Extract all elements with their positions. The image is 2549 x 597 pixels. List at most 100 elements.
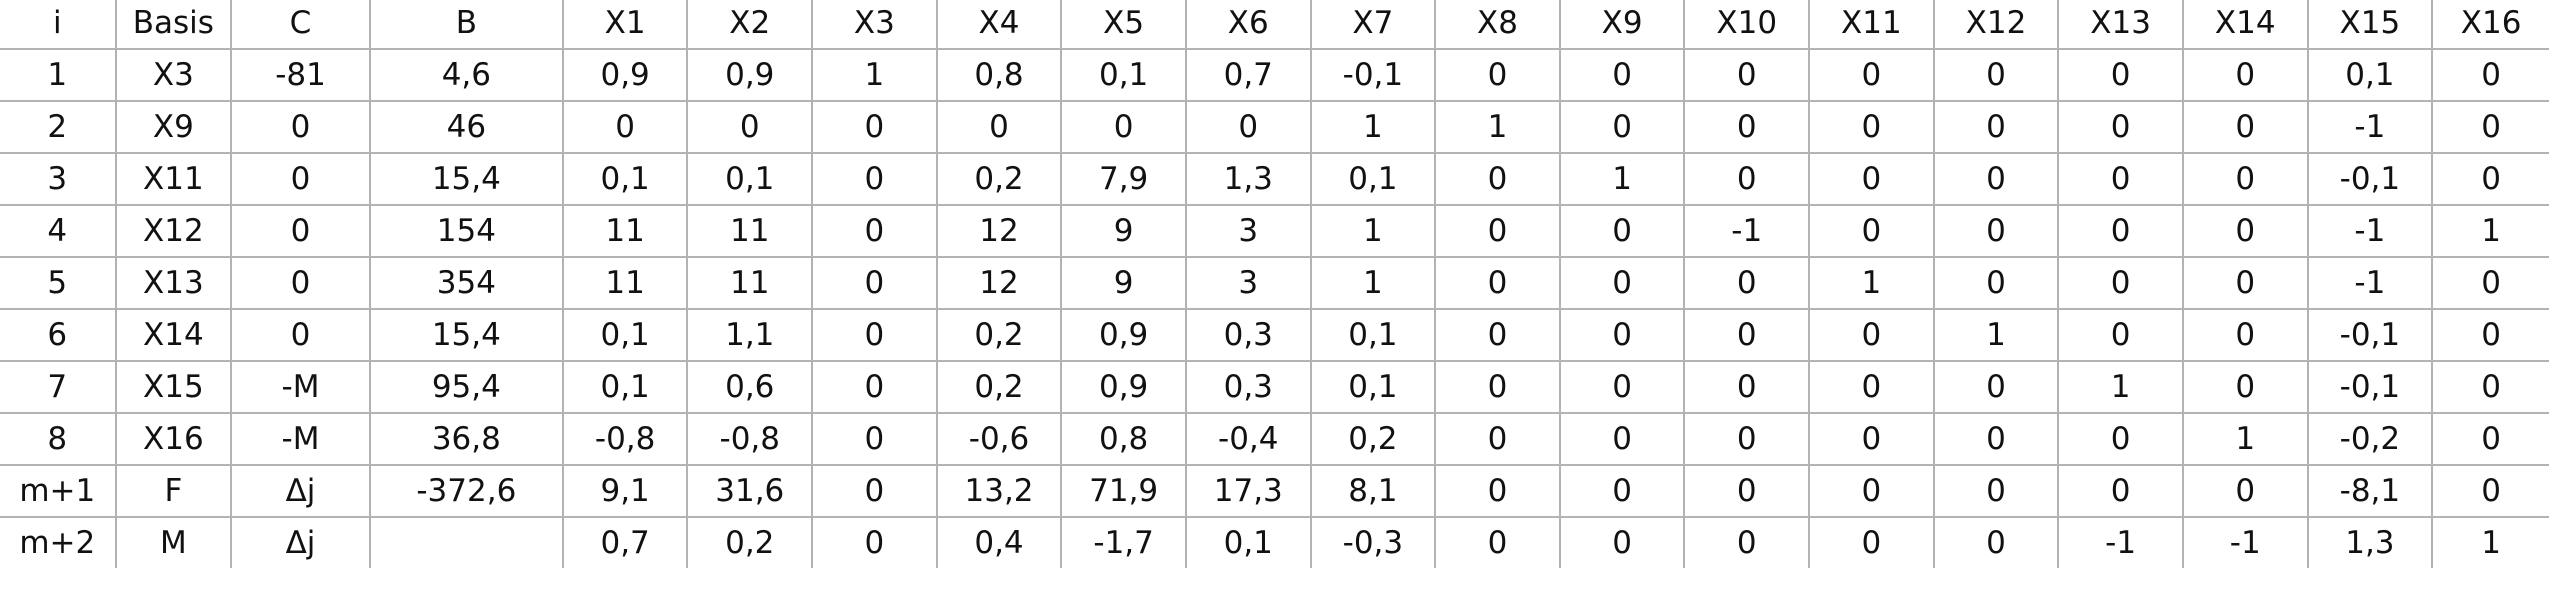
table-cell: 4,6	[368, 48, 564, 102]
table-cell: X14	[114, 308, 233, 362]
table-cell: 0	[1808, 100, 1935, 154]
table-cell: 0	[2057, 464, 2184, 518]
table-cell: 0,1	[1060, 48, 1187, 102]
table-cell: 1	[1558, 152, 1686, 206]
table-cell: 0	[935, 100, 1063, 154]
table-cell: -0,3	[1309, 516, 1437, 568]
table-cell: 0	[811, 464, 938, 518]
table-cell: 0,3	[1184, 308, 1312, 362]
table-cell: 0	[1932, 48, 2060, 102]
table-cell: 0	[1932, 204, 2060, 258]
table-cell: 0	[811, 412, 938, 466]
table-row: 1 X3 -81 4,6 0,9 0,9 1 0,8 0,1 0,7 -0,1 0 0 0 0 0 0 0 0,1 0	[0, 48, 2549, 102]
table-cell: 15,4	[368, 152, 564, 206]
table-cell: 36,8	[368, 412, 564, 466]
table-cell: 0	[2181, 308, 2309, 362]
table-cell: 0,1	[1184, 516, 1312, 568]
table-cell: 0,3	[1184, 360, 1312, 414]
column-header: X6	[1184, 0, 1312, 50]
table-cell: -M	[230, 412, 371, 466]
table-cell: 0	[1683, 152, 1811, 206]
table-cell: 0	[1558, 204, 1686, 258]
table-cell: 12	[935, 256, 1063, 310]
table-cell: 0	[2431, 152, 2549, 206]
column-header: X4	[935, 0, 1063, 50]
table-cell: 0	[1683, 48, 1811, 102]
table-cell: 0	[2181, 152, 2309, 206]
table-cell: -1	[2306, 204, 2434, 258]
table-row: 5 X13 0 354 11 11 0 12 9 3 1 0 0 0 1 0 0 0 -1 0	[0, 256, 2549, 310]
table-cell: 0,1	[561, 152, 689, 206]
table-cell: m+1	[0, 464, 117, 518]
table-cell: 0	[2057, 204, 2184, 258]
table-row: 7 X15 -M 95,4 0,1 0,6 0 0,2 0,9 0,3 0,1 0 0 0 0 0 1 0 -0,1…	[0, 360, 2549, 414]
table-cell: X9	[114, 100, 233, 154]
table-cell: 17,3	[1184, 464, 1312, 518]
table-cell: 0	[1558, 360, 1686, 414]
table-cell: 0	[1558, 308, 1686, 362]
table-row: 4 X12 0 154 11 11 0 12 9 3 1 0 0 -1 0 0 0 0 -1 1	[0, 204, 2549, 258]
table-cell: 0	[2057, 308, 2184, 362]
table-cell: 46	[368, 100, 564, 154]
table-cell: 1	[811, 48, 938, 102]
table-cell: 1,3	[1184, 152, 1312, 206]
table-cell: -M	[230, 360, 371, 414]
table-cell: 0	[1808, 412, 1935, 466]
column-header: B	[368, 0, 564, 50]
table-cell: 0	[2431, 308, 2549, 362]
table-cell: -1,7	[1060, 516, 1187, 568]
table-cell: 0	[1558, 256, 1686, 310]
table-body: i Basis C B X1 X2 X3 X4 X5 X6 X7 X8 X9 X10 X11 X12 X13 X1…	[0, 0, 2549, 568]
table-cell: 0	[1808, 204, 1935, 258]
table-cell: 0	[1558, 412, 1686, 466]
table-cell: 1	[2431, 204, 2549, 258]
table-cell: -0,1	[2306, 360, 2434, 414]
table-cell: 0	[1434, 152, 1561, 206]
table-cell: 0	[1808, 360, 1935, 414]
table-cell: 0	[230, 152, 371, 206]
table-cell: 0	[1808, 516, 1935, 568]
table-cell: 0	[1683, 256, 1811, 310]
table-cell: 0	[1932, 412, 2060, 466]
table-cell: 0,2	[686, 516, 814, 568]
table-cell: 13,2	[935, 464, 1063, 518]
table-cell: X13	[114, 256, 233, 310]
table-cell: 7	[0, 360, 117, 414]
table-cell: 0,4	[935, 516, 1063, 568]
table-cell: m+2	[0, 516, 117, 568]
table-cell: 9	[1060, 204, 1187, 258]
table-cell: 0	[811, 308, 938, 362]
table-cell: 11	[561, 204, 689, 258]
table-cell: 0	[1683, 100, 1811, 154]
table-cell: -1	[2181, 516, 2309, 568]
table-cell: 9	[1060, 256, 1187, 310]
table-cell: 0	[2181, 48, 2309, 102]
table-cell: 0	[2181, 464, 2309, 518]
table-cell: 0	[2431, 256, 2549, 310]
column-header: X14	[2181, 0, 2309, 50]
column-header: X1	[561, 0, 689, 50]
table-cell: 0,2	[935, 152, 1063, 206]
column-header: X16	[2431, 0, 2549, 50]
table-cell: 0	[1558, 516, 1686, 568]
table-cell: 0	[811, 256, 938, 310]
table-cell: 2	[0, 100, 117, 154]
table-cell: 0	[1932, 256, 2060, 310]
table-cell: 0	[230, 100, 371, 154]
table-cell: 0,2	[935, 360, 1063, 414]
column-header: i	[0, 0, 117, 50]
table-cell: -1	[2306, 100, 2434, 154]
table-cell: 0,7	[561, 516, 689, 568]
table-cell: 0	[2431, 412, 2549, 466]
table-cell: 0,7	[1184, 48, 1312, 102]
table-cell: 1	[1932, 308, 2060, 362]
table-row: 8 X16 -M 36,8 -0,8 -0,8 0 -0,6 0,8 -0,4 0,2 0 0 0 0 0 0 1…	[0, 412, 2549, 466]
table-cell: -8,1	[2306, 464, 2434, 518]
table-cell: 0	[686, 100, 814, 154]
table-cell: 0	[230, 204, 371, 258]
table-cell: 0	[2181, 256, 2309, 310]
column-header: X12	[1932, 0, 2060, 50]
table-cell: 0	[1683, 308, 1811, 362]
table-cell: 12	[935, 204, 1063, 258]
table-cell: 0	[1558, 48, 1686, 102]
